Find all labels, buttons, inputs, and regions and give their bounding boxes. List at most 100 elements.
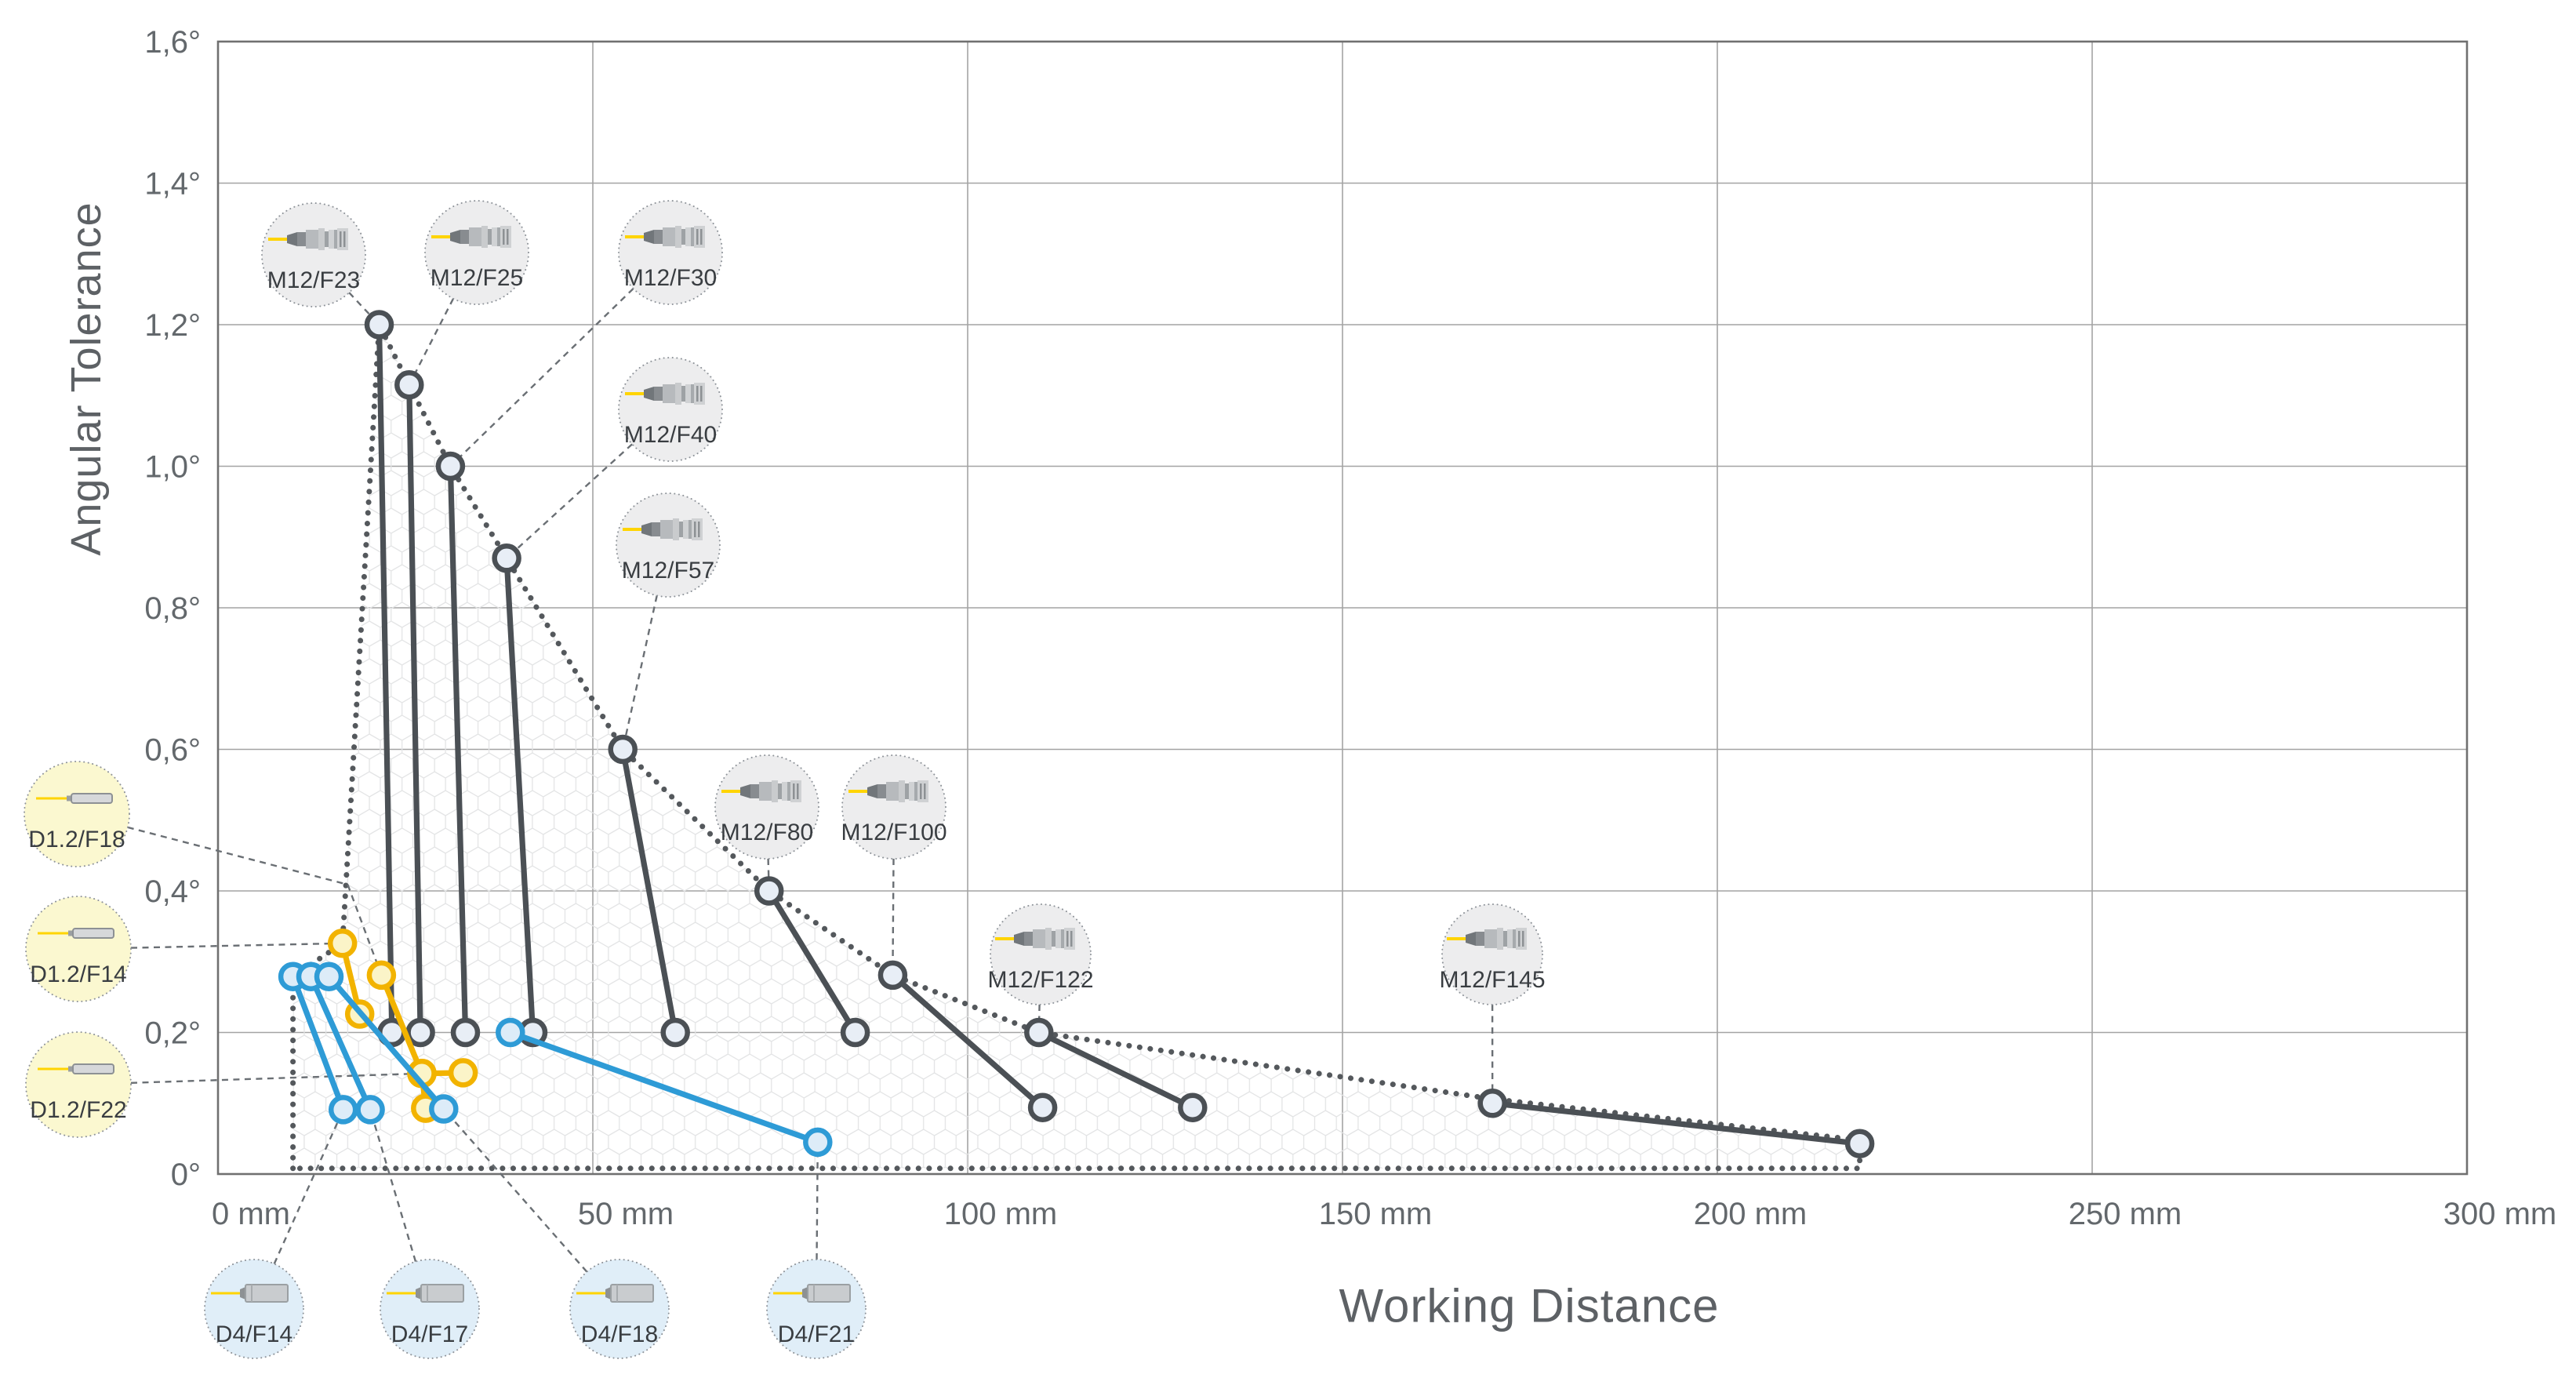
callout-m12-f25: M12/F25 [424,200,529,305]
callout-m12-f23: M12/F23 [261,202,366,307]
leader-line [449,288,634,467]
series-line [307,973,373,1113]
x-axis-title: Working Distance [1339,1279,1720,1332]
x-tick-label: 0 mm [212,1197,290,1231]
y-tick-label: 0,6° [144,733,201,768]
y-tick-label: 1,6° [144,25,201,60]
data-point [327,929,358,958]
m12-sensor-icon [268,228,348,250]
callout-d4-f21: D4/F21 [766,1259,867,1359]
leader-line [130,942,343,949]
callout-m12-f145: M12/F145 [1439,903,1546,1005]
series-m12-f25 [394,369,435,1048]
data-point [1178,1092,1208,1122]
data-point [496,1017,525,1048]
series-line [889,972,1046,1111]
data-point [364,310,394,340]
data-point [429,1094,459,1124]
leader-line [273,1109,344,1264]
callout-label: D4/F21 [778,1321,855,1347]
x-tick-label: 50 mm [578,1197,674,1231]
callout-d1-2-f14: D1.2/F14 [25,896,132,1002]
callout-circle [25,896,132,1002]
fiber-d12-icon [38,1063,114,1074]
m12-sensor-icon [625,383,705,405]
callout-bubbles: M12/F23 M12/F25 M12/F30 M12/F40 M12/F57 M12/F… [24,200,1546,1359]
data-point [877,960,908,991]
leader-line [506,443,633,559]
callout-label: M12/F145 [1439,967,1545,993]
x-tick-label: 300 mm [2443,1197,2557,1231]
m12-sensor-icon [625,226,705,248]
series-line [325,973,447,1112]
plot-border [216,40,2469,1176]
y-tick-label: 1,0° [144,450,201,485]
leader-line [816,1142,819,1260]
series-line [376,322,395,1036]
callout-d1-2-f22: D1.2/F22 [25,1031,132,1138]
data-point [803,1127,833,1158]
y-tick-label: 0° [171,1158,201,1192]
series-m12-f122 [1024,1017,1208,1122]
data-point [405,1017,435,1048]
fiber-d12-icon [38,928,114,939]
fiber-d4-icon [576,1284,654,1303]
data-point [448,1058,478,1088]
data-point [1027,1092,1058,1122]
series-line [507,1029,821,1146]
data-point [1844,1129,1875,1158]
callout-circle [25,1031,132,1138]
data-point [492,543,521,573]
callout-label: D4/F14 [216,1321,292,1347]
callout-m12-f80: M12/F80 [714,754,819,860]
callout-d4-f17: D4/F17 [380,1259,480,1359]
series-m12-f30 [435,451,481,1048]
callout-m12-f122: M12/F122 [987,903,1094,1005]
callout-d1-2-f18: D1.2/F18 [24,761,130,867]
callout-label: M12/F25 [431,265,523,291]
callout-leaders [127,288,1494,1273]
series-m12-f145 [1477,1089,1875,1158]
callout-label: D1.2/F18 [28,827,125,852]
m12-sensor-icon [623,518,703,540]
callout-label: D1.2/F22 [30,1097,126,1123]
callout-label: D1.2/F14 [30,962,126,987]
m12-sensor-icon [721,780,801,802]
series-line [1489,1100,1863,1147]
data-point [328,1095,358,1125]
data-point [754,876,784,906]
callout-label: M12/F40 [624,422,717,448]
series-line [406,382,423,1036]
callout-circle [24,761,130,867]
fiber-d4-icon [387,1284,464,1303]
y-tick-label: 1,2° [144,308,201,343]
x-tick-label: 200 mm [1694,1197,1808,1231]
y-tick-label: 0,8° [144,591,201,626]
y-tick-label: 0,2° [144,1016,201,1051]
data-point [355,1095,385,1125]
callout-label: M12/F100 [841,820,946,845]
data-point [314,962,344,991]
callout-d4-f18: D4/F18 [569,1259,670,1359]
data-series [278,310,1875,1158]
callout-label: M12/F80 [721,820,813,845]
callout-label: M12/F30 [624,265,717,291]
series-line [1036,1029,1196,1111]
y-tick-label: 0,4° [144,874,201,909]
data-point [660,1017,690,1048]
m12-sensor-icon [431,226,511,248]
x-tick-label: 100 mm [944,1197,1058,1231]
axis-tick-labels: 0 mm 50 mm 100 mm 150 mm 200 mm 250 mm 300 mm 0… [144,25,2556,1231]
series-m12-f57 [608,734,690,1048]
callout-label: D4/F18 [581,1321,658,1347]
series-m12-f80 [754,876,870,1048]
data-point [1477,1089,1507,1118]
series-m12-f100 [877,960,1058,1122]
fiber-d4-icon [211,1284,289,1303]
leader-line [892,858,895,976]
y-axis-title: Angular Tolerance [63,202,110,556]
callout-label: M12/F122 [987,967,1093,993]
leader-line [622,595,658,750]
